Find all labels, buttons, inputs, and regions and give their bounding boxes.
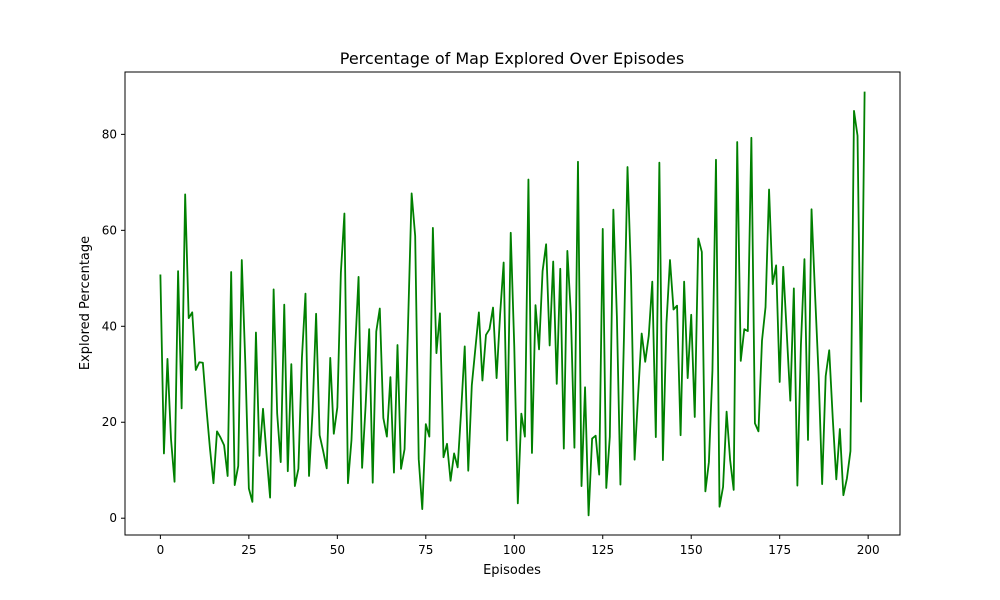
x-axis: 0 25 50 75 100 125 150 175 200 xyxy=(157,535,880,557)
x-tick-label: 100 xyxy=(503,543,526,557)
x-tick-label: 0 xyxy=(157,543,165,557)
y-tick-label: 0 xyxy=(109,511,117,525)
x-axis-label: Episodes xyxy=(483,563,541,578)
series-line xyxy=(159,91,866,517)
y-tick-label: 40 xyxy=(102,319,117,333)
y-tick-label: 60 xyxy=(102,223,117,237)
y-tick-label: 80 xyxy=(102,127,117,141)
y-axis: 0 20 40 60 80 xyxy=(102,127,125,525)
x-tick-label: 75 xyxy=(418,543,433,557)
x-tick-label: 50 xyxy=(330,543,345,557)
y-axis-label: Explored Percentage xyxy=(78,236,93,370)
plot-frame xyxy=(124,71,901,536)
x-tick-label: 125 xyxy=(591,543,614,557)
chart-title: Percentage of Map Explored Over Episodes xyxy=(340,49,684,68)
x-tick-label: 25 xyxy=(241,543,256,557)
x-tick-label: 200 xyxy=(857,543,880,557)
x-tick-label: 175 xyxy=(768,543,791,557)
x-tick-label: 150 xyxy=(680,543,703,557)
plot-area xyxy=(159,91,866,517)
y-tick-label: 20 xyxy=(102,415,117,429)
